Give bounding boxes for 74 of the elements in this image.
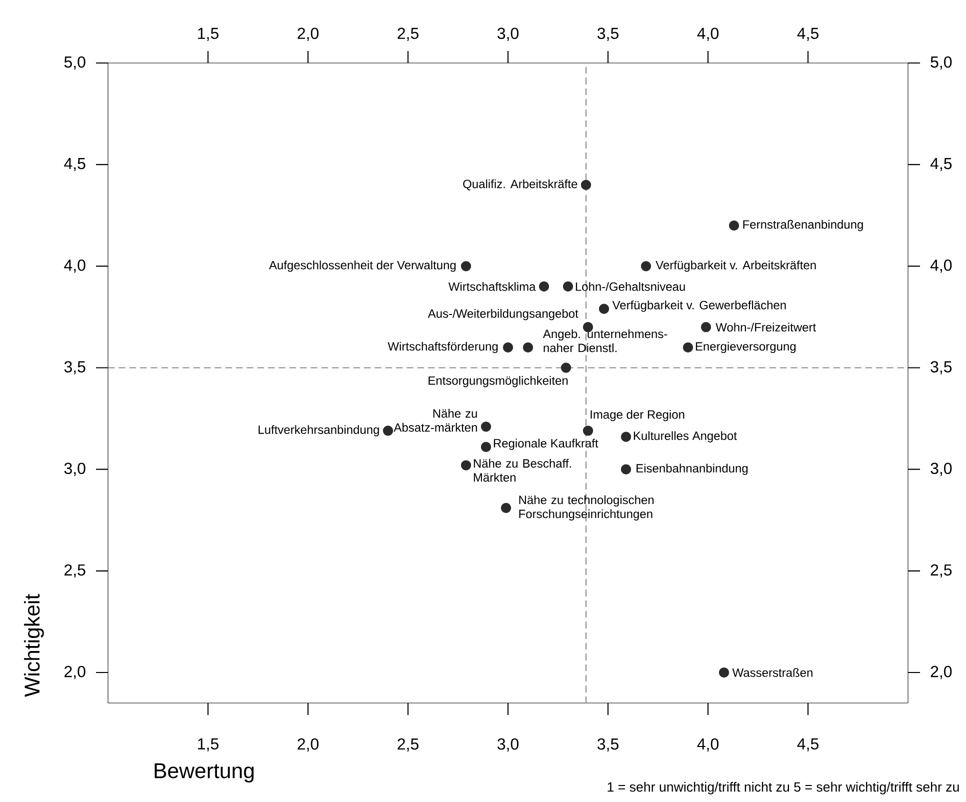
y2-tick-label: 2,5: [930, 564, 952, 578]
x-tick-label: 3,0: [497, 28, 519, 41]
point: [580, 180, 592, 190]
y-tick-label: 2,0: [64, 666, 86, 680]
annotation: Verfügbarkeit v. Arbeitskräften: [656, 260, 816, 272]
annotation: Entsorgungsmöglichkeiten: [428, 376, 568, 388]
point: [480, 442, 492, 452]
y2-tick-label: 3,5: [930, 361, 952, 374]
y2-tick-label: 4,5: [930, 158, 952, 172]
x-tick-label: 4,5: [797, 28, 818, 41]
point: [500, 502, 512, 514]
annotation: Fernstraßenanbindung: [743, 220, 863, 232]
annotation: Nähe zu Beschaff. Märkten: [474, 458, 572, 482]
annotation: Wirtschaftsklima: [448, 282, 536, 291]
point: [718, 667, 730, 678]
annotation: Nähe zu Absatz-märkten: [394, 408, 477, 432]
point: [700, 322, 712, 332]
annotation: Angeb. unternehmens-naher Dienstl.: [542, 329, 668, 352]
annotation: Eisenbahnanbindung: [636, 464, 748, 475]
point: [382, 426, 394, 436]
annotation: Image der Region: [590, 410, 684, 422]
y-tick-label: 2,5: [64, 564, 86, 578]
annotation: Qualifiz. Arbeitskräfte: [463, 179, 578, 190]
x2-tick-label: 4,5: [797, 738, 818, 752]
y2-tick-label: 4,0: [930, 260, 952, 273]
annotation: Verfügbarkeit v. Gewerbeflächen: [612, 300, 786, 312]
x-tick-label: 2,0: [298, 28, 319, 41]
x-tick-label: 4,0: [697, 28, 719, 41]
point: [460, 261, 472, 272]
point: [582, 426, 594, 436]
point: [620, 432, 632, 442]
annotation: Regionale Kaufkraft: [494, 438, 598, 450]
x2-tick-label: 1,5: [198, 738, 218, 752]
annotation: Luftverkehrsanbindung: [258, 425, 379, 436]
y-tick-label: 3,5: [64, 361, 86, 374]
x-axis-title: Bewertung: [154, 763, 254, 783]
annotation: Lohn-/Gehaltsniveau: [576, 282, 685, 291]
annotation: Kulturelles Angebot: [634, 431, 737, 442]
x2-tick-label: 3,0: [497, 738, 519, 752]
point: [538, 281, 550, 292]
y2-tick-label: 5,0: [930, 56, 952, 70]
point: [480, 422, 492, 432]
y-axis-title: Wichtigkeit: [24, 594, 44, 697]
x2-tick-label: 3,5: [597, 738, 618, 752]
point: [682, 342, 694, 352]
point: [620, 464, 632, 474]
y-tick-label: 5,0: [64, 56, 86, 70]
x-tick-label: 2,5: [398, 28, 418, 41]
point: [562, 281, 574, 292]
y2-tick-label: 2,0: [930, 666, 952, 680]
annotation: Nähe zu technologischen Forschungseinrichtungen: [519, 495, 654, 521]
point: [460, 460, 472, 470]
x2-tick-label: 2,5: [398, 738, 418, 752]
y-tick-label: 3,0: [64, 462, 86, 476]
annotation: Wohn-/Freizeitwert: [716, 322, 816, 332]
x2-tick-label: 4,0: [697, 738, 719, 752]
annotation: Energieversorgung: [696, 342, 796, 354]
point: [640, 261, 652, 272]
x-tick-label: 1,5: [198, 28, 218, 41]
x2-tick-label: 2,0: [298, 738, 319, 752]
point: [560, 362, 572, 373]
point: [728, 220, 740, 231]
point: [522, 342, 534, 352]
y-tick-label: 4,0: [64, 260, 86, 273]
x-tick-label: 3,5: [597, 28, 618, 41]
point: [598, 304, 610, 314]
annotation: Wasserstraßen: [732, 668, 812, 677]
annotation: Wirtschaftsförderung: [388, 342, 498, 354]
point: [502, 342, 514, 352]
annotation: Aufgeschlossenheit der Verwaltung: [268, 260, 456, 272]
annotation: Aus-/Weiterbildungsangebot: [428, 308, 578, 320]
y2-tick-label: 3,0: [930, 462, 952, 476]
text: 1 = sehr unwichtig/trifft nicht zu 5 = sehr wichtig/trifft sehr zu: [608, 782, 959, 794]
y-tick-label: 4,5: [64, 158, 86, 172]
